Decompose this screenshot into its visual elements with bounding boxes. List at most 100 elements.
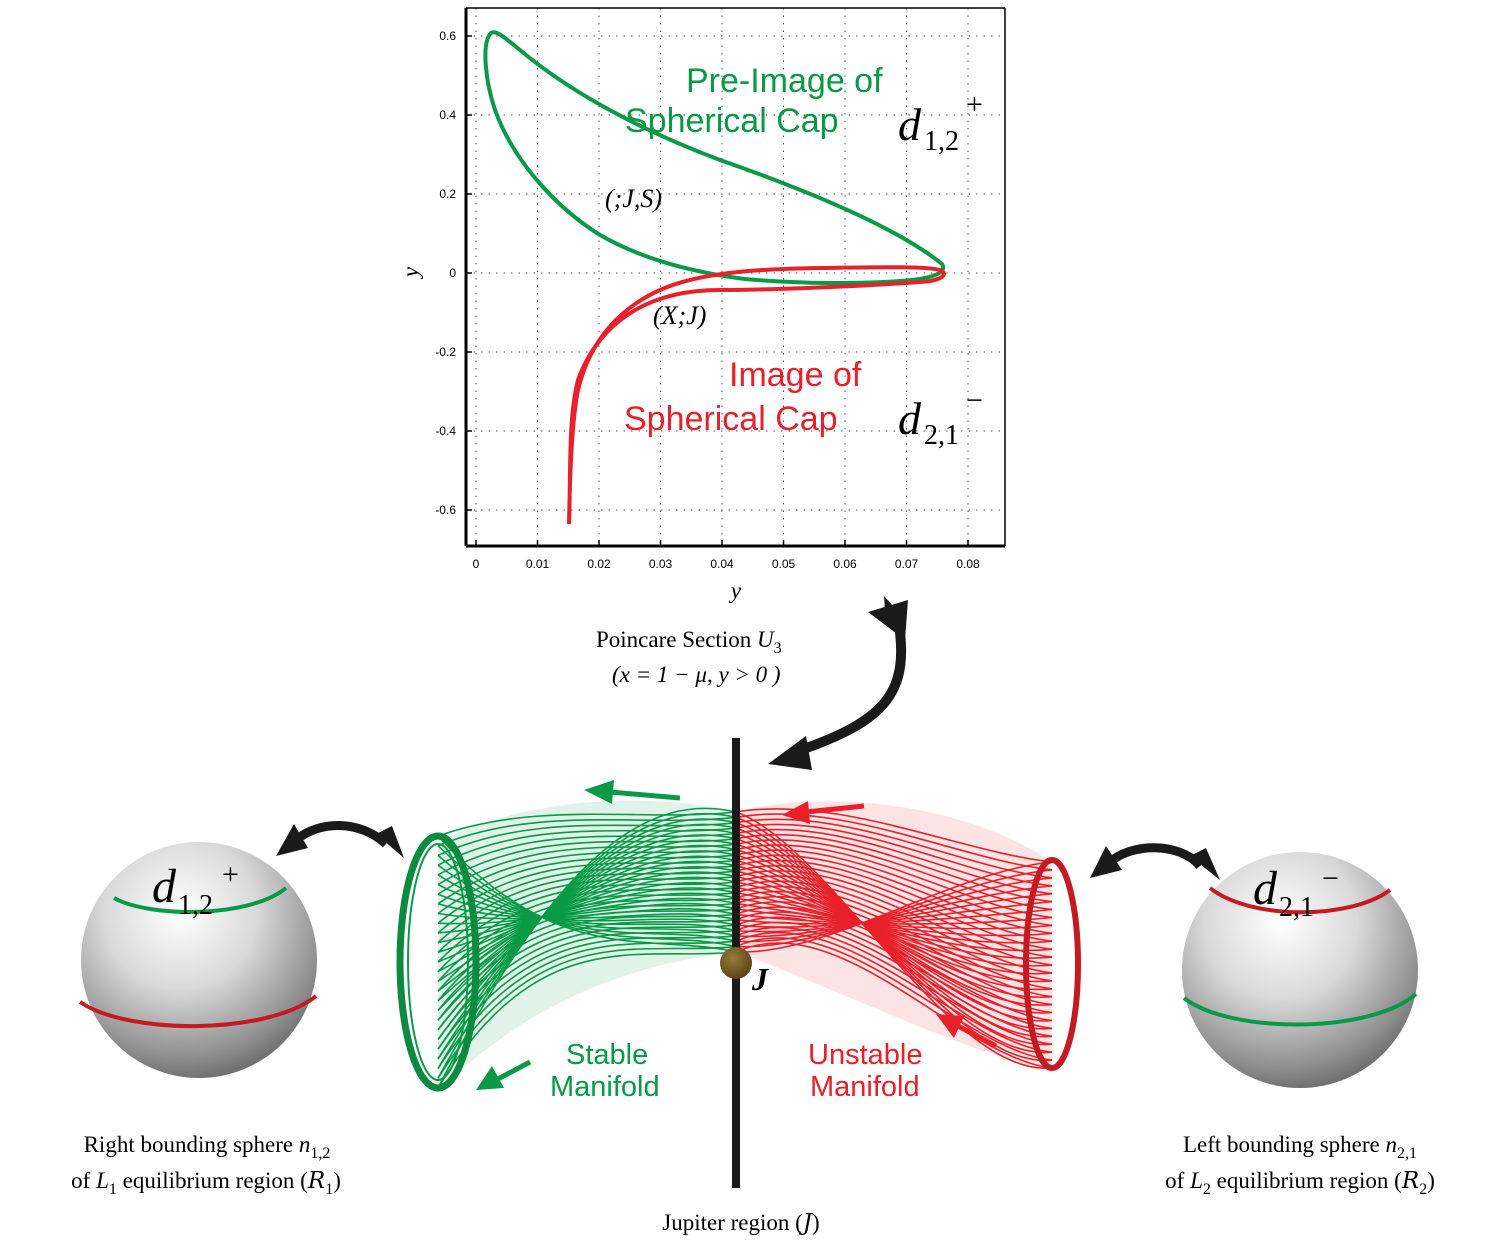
right-sphere-symbol: d <box>1253 862 1278 915</box>
right-caption-line1-subscript: 2,1 <box>1397 1145 1417 1162</box>
left-caption-line2-region-subscript: 1 <box>325 1181 333 1198</box>
stable-manifold-strand <box>437 843 737 895</box>
left-caption-line2-subscript: 1 <box>109 1181 117 1198</box>
poincare-plot: 0 0.01 0.02 0.03 0.04 0.05 0.06 0.07 0.08 0.6 0.4… <box>398 7 1006 603</box>
stable-flow-arrow-top <box>584 780 681 804</box>
x-axis-ticks: 0 0.01 0.02 0.03 0.04 0.05 0.06 0.07 0.08 <box>473 540 980 571</box>
center-caption: Jupiter region (J) <box>662 1210 819 1236</box>
image-symbol: d 2,1 − <box>898 384 983 451</box>
unstable-manifold-strand <box>735 937 1053 1061</box>
unstable-manifold-strand <box>735 861 1053 953</box>
poincare-section-label: Poincare Section U3 (x = 1 − μ, y > 0 ) <box>596 627 782 687</box>
stable-label-line1: Stable <box>566 1039 648 1071</box>
right-bounding-sphere: d 2,1 − <box>1182 852 1418 1088</box>
stable-manifold-strand <box>437 845 737 948</box>
svg-text:Right bounding sphere n1,2: Right bounding sphere n1,2 <box>84 1132 331 1162</box>
y-tick-label: 0 <box>449 266 456 280</box>
stable-manifold-strand <box>437 835 737 953</box>
unstable-manifold-strand <box>735 823 1053 887</box>
unstable-manifold-strand <box>735 880 1053 974</box>
stable-manifold-strand <box>437 935 737 1060</box>
unstable-manifold-strand <box>735 843 1053 1022</box>
unstable-manifold-strand <box>735 916 1053 1030</box>
stable-manifold-strand <box>437 875 737 953</box>
left-caption-line1-symbol: n <box>299 1132 311 1157</box>
left-caption-line2-symbol: L <box>95 1168 109 1193</box>
unstable-manifold-strand <box>735 877 1053 943</box>
right-caption-line2-symbol: L <box>1189 1168 1203 1193</box>
left-bounding-sphere: d 1,2 + <box>78 842 318 1078</box>
center-caption-suffix: ) <box>812 1210 820 1235</box>
right-sphere-superscript: − <box>1322 862 1339 895</box>
y-tick-label: -0.4 <box>435 424 456 438</box>
poincare-line1-text: Poincare Section <box>596 627 757 652</box>
poincare-link-arrow <box>768 596 908 770</box>
plot-frame <box>464 7 1006 548</box>
pre-image-symbol-subscript: 1,2 <box>924 126 959 157</box>
right-caption-line2-suffix: ) <box>1427 1168 1435 1193</box>
unstable-manifold-strand <box>735 932 1053 1053</box>
x-tick-label: 0.01 <box>526 557 550 571</box>
stable-flow-arrow-bottom <box>476 1059 532 1090</box>
unstable-manifold-strand <box>735 870 1053 958</box>
stable-manifold-strand <box>437 903 737 918</box>
image-symbol-letter: d <box>898 393 922 444</box>
center-caption-region: J <box>799 1210 814 1236</box>
svg-text:Poincare Section U3: Poincare Section U3 <box>596 627 782 657</box>
jupiter-planet <box>720 947 752 979</box>
poincare-line1-symbol: U <box>757 627 775 652</box>
svg-text:Jupiter region (J): Jupiter region (J) <box>662 1210 819 1236</box>
y-axis-ticks: 0.6 0.4 0.2 0 -0.2 -0.4 -0.6 <box>435 29 472 517</box>
stable-manifold-strand <box>437 874 737 932</box>
pre-image-symbol-letter: d <box>898 99 922 150</box>
unstable-manifold-strand <box>735 818 1053 879</box>
pre-image-label-line2: Spherical Cap <box>625 102 839 140</box>
unstable-manifold-strand <box>735 875 1053 966</box>
stable-manifold-strand <box>437 854 737 915</box>
left-caption-line2-text: equilibrium region ( <box>117 1168 308 1193</box>
right-caption-line2-text: equilibrium region ( <box>1211 1168 1402 1193</box>
unstable-manifold-strand <box>735 892 1053 933</box>
image-symbol-superscript: − <box>966 384 983 417</box>
poincare-line1-subscript: 3 <box>774 640 782 657</box>
right-caption: Left bounding sphere n2,1 of L2 equilibr… <box>1165 1132 1435 1198</box>
stable-manifold-strand <box>437 897 737 925</box>
stable-manifold-strand <box>437 887 737 944</box>
left-caption-line1-subscript: 1,2 <box>310 1145 330 1162</box>
x-tick-label: 0 <box>473 557 480 571</box>
stable-manifold-strand <box>437 839 737 1031</box>
image-curve <box>567 265 946 525</box>
right-link-arrow <box>1090 843 1220 880</box>
stable-manifold-strand <box>437 812 737 1079</box>
stable-manifold-strand <box>437 892 737 934</box>
left-sphere-superscript: + <box>222 858 239 891</box>
stable-manifold-strand <box>437 850 737 1012</box>
pre-image-symbol: d 1,2 + <box>898 88 983 157</box>
right-caption-line1-symbol: n <box>1385 1132 1397 1157</box>
x-axis-label: y <box>729 578 742 603</box>
x-tick-label: 0.04 <box>710 557 734 571</box>
unstable-manifold-strand <box>735 811 1053 1069</box>
svg-text:of L1 equilibrium region (R1): of L1 equilibrium region (R1) <box>71 1168 341 1198</box>
unstable-manifold-strand <box>735 885 1053 938</box>
left-sphere-subscript: 1,2 <box>178 890 213 921</box>
x-tick-label: 0.05 <box>772 557 796 571</box>
unstable-manifold-strand <box>735 902 1053 937</box>
right-caption-line2-subscript: 2 <box>1203 1181 1211 1198</box>
stable-manifold-strand <box>437 855 737 1002</box>
stable-label-line2: Manifold <box>550 1071 660 1103</box>
y-tick-label: 0.4 <box>439 108 456 122</box>
svg-text:Left bounding sphere n2,1: Left bounding sphere n2,1 <box>1183 1132 1417 1162</box>
stable-manifold-strand <box>437 865 737 934</box>
unstable-manifold-strand <box>735 813 1053 871</box>
jupiter-symbol: J <box>751 961 769 997</box>
unstable-manifold-strand <box>735 906 1053 1014</box>
stable-manifold-strand <box>437 929 737 1050</box>
image-label-line2: Spherical Cap <box>624 400 838 438</box>
right-caption-line2-region-subscript: 2 <box>1419 1181 1427 1198</box>
unstable-manifold-strand <box>735 895 1053 998</box>
y-tick-label: -0.2 <box>435 345 456 359</box>
y-tick-label: 0.6 <box>439 29 456 43</box>
y-tick-label: -0.6 <box>435 503 456 517</box>
